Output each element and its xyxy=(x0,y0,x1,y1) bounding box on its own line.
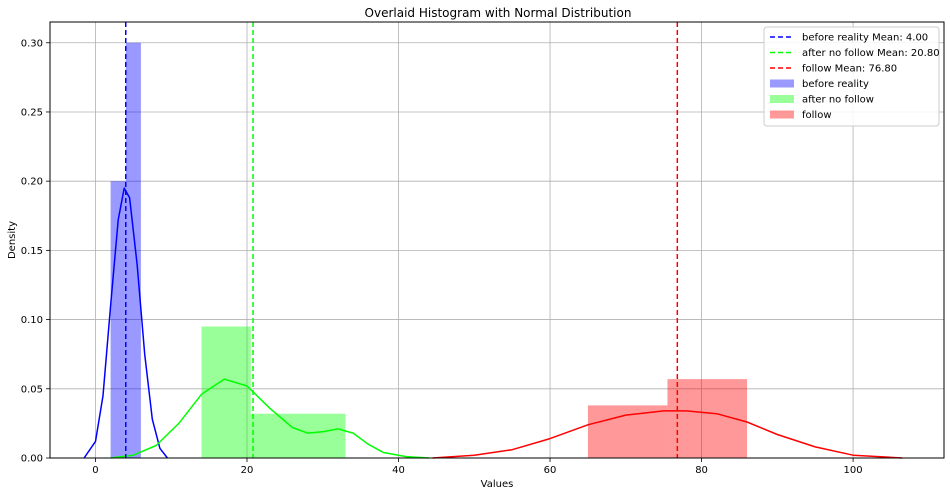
y-tick-label: 0.05 xyxy=(21,384,43,395)
bar-before-reality xyxy=(125,42,141,459)
chart-title: Overlaid Histogram with Normal Distribut… xyxy=(365,6,632,20)
legend-hist-swatch xyxy=(770,79,794,88)
y-tick-label: 0.25 xyxy=(21,107,43,118)
kde-line-before-reality xyxy=(83,187,168,459)
x-tick-label: 100 xyxy=(844,465,863,476)
legend-mean-label: follow Mean: 76.80 xyxy=(802,64,897,75)
x-tick-label: 0 xyxy=(92,465,98,476)
y-tick-label: 0.15 xyxy=(21,246,43,257)
bar-before-reality xyxy=(110,181,126,458)
kde-curves xyxy=(83,187,903,459)
y-axis-label: Density xyxy=(7,221,18,259)
x-tick-label: 80 xyxy=(695,465,708,476)
kde-line-after-no-follow xyxy=(110,378,429,459)
bar-after-no-follow xyxy=(201,326,251,458)
x-tick-label: 60 xyxy=(544,465,557,476)
legend-hist-label: before reality xyxy=(802,79,869,90)
x-tick-label: 20 xyxy=(241,465,254,476)
x-tick-label: 40 xyxy=(392,465,405,476)
legend-hist-label: after no follow xyxy=(802,95,874,106)
kde-line-follow xyxy=(432,410,903,459)
y-tick-label: 0.20 xyxy=(21,177,43,188)
y-tick-label: 0.30 xyxy=(21,38,43,49)
x-axis: 0 20 40 60 80 100 xyxy=(92,458,863,476)
mean-lines xyxy=(125,22,679,458)
legend-hist-swatch xyxy=(770,95,794,103)
bar-after-no-follow xyxy=(250,413,346,458)
y-tick-label: 0.00 xyxy=(21,454,43,465)
y-tick-label: 0.10 xyxy=(21,315,43,326)
y-axis: 0.00 0.05 0.10 0.15 0.20 0.25 0.30 xyxy=(21,38,50,465)
legend-mean-label: after no follow Mean: 20.80 xyxy=(802,48,940,59)
legend-hist-label: follow xyxy=(802,110,832,121)
legend: before reality Mean: 4.00 after no follow… xyxy=(763,26,940,127)
x-axis-label: Values xyxy=(481,479,514,490)
histogram-bars xyxy=(110,42,748,459)
plot-frame xyxy=(49,21,945,459)
legend-hist-swatch xyxy=(770,110,794,119)
legend-mean-label: before reality Mean: 4.00 xyxy=(802,33,928,44)
legend-box xyxy=(763,26,940,127)
bar-follow xyxy=(587,405,668,458)
